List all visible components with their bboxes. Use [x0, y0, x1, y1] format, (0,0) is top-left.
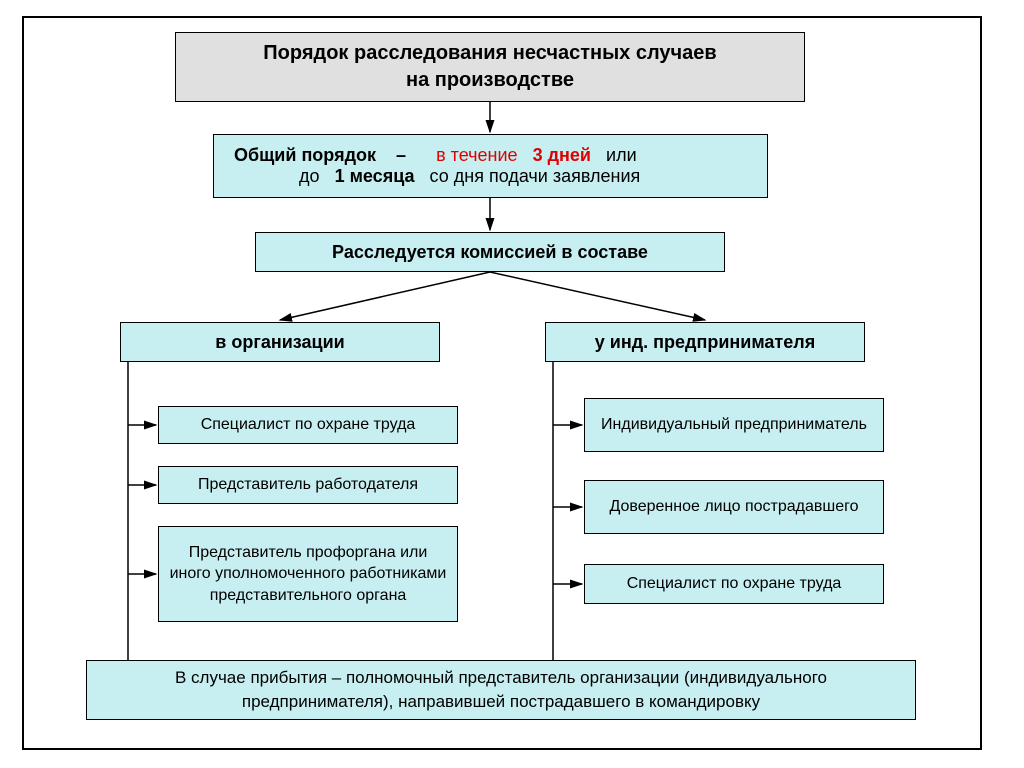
commission-text: Расследуется комиссией в составе [332, 242, 648, 263]
diagram-frame [22, 16, 982, 750]
branch-ip-box: у инд. предпринимателя [545, 322, 865, 362]
org-item-2: Представитель работодателя [158, 466, 458, 504]
general-in-course: в течение [436, 145, 517, 165]
general-prefix: Общий порядок [234, 145, 376, 165]
general-dash: – [396, 145, 406, 165]
ip-item-1: Индивидуальный предприниматель [584, 398, 884, 452]
org-item-3-text: Представитель профоргана или иного уполн… [169, 542, 447, 607]
title-box: Порядок расследования несчастных случаев… [175, 32, 805, 102]
general-line2-after: со дня подачи заявления [430, 166, 641, 186]
branch-ip-text: у инд. предпринимателя [595, 332, 815, 353]
org-item-1: Специалист по охране труда [158, 406, 458, 444]
general-or: или [606, 145, 637, 165]
title-line1: Порядок расследования несчастных случаев [263, 42, 716, 64]
ip-item-1-text: Индивидуальный предприниматель [601, 414, 867, 436]
ip-item-2-text: Доверенное лицо пострадавшего [610, 496, 859, 518]
ip-item-2: Доверенное лицо пострадавшего [584, 480, 884, 534]
general-month: 1 месяца [335, 166, 415, 186]
commission-box: Расследуется комиссией в составе [255, 232, 725, 272]
general-line2-before: до [299, 166, 320, 186]
ip-item-3-text: Специалист по охране труда [627, 575, 842, 593]
footer-text: В случае прибытия – полномочный представ… [97, 666, 905, 714]
footer-box: В случае прибытия – полномочный представ… [86, 660, 916, 720]
general-order-box: Общий порядок – в течение 3 дней или до … [213, 134, 768, 198]
branch-org-box: в организации [120, 322, 440, 362]
org-item-1-text: Специалист по охране труда [201, 416, 416, 434]
org-item-3: Представитель профоргана или иного уполн… [158, 526, 458, 622]
branch-org-text: в организации [215, 332, 344, 353]
general-days: 3 дней [533, 145, 591, 165]
org-item-2-text: Представитель работодателя [198, 476, 418, 494]
ip-item-3: Специалист по охране труда [584, 564, 884, 604]
title-line2: на производстве [406, 69, 574, 91]
